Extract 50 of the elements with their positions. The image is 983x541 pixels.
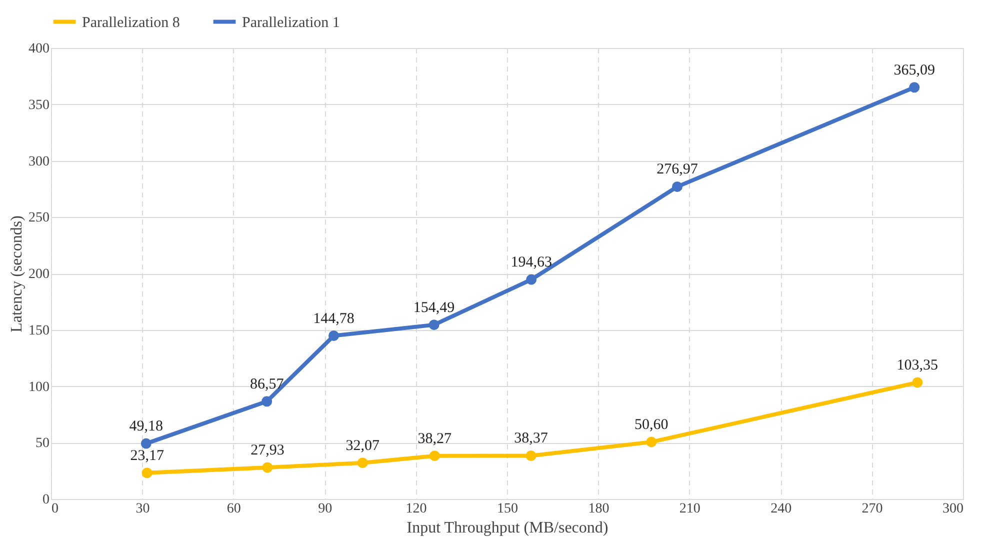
y-tick-label: 100 [28, 380, 50, 395]
x-axis-title: Input Throughput (MB/second) [406, 520, 608, 536]
y-tick-label: 250 [28, 210, 50, 226]
data-label: 38,37 [514, 430, 548, 447]
point [429, 450, 440, 462]
x-tick-label: 120 [406, 502, 427, 516]
x-tick-label: 150 [497, 502, 518, 516]
y-tick-label: 150 [28, 323, 50, 338]
x-tick-label: 60 [226, 502, 241, 516]
x-tick-label: 240 [770, 502, 792, 516]
point [140, 438, 152, 449]
y-tick-label: 50 [36, 436, 50, 452]
point [526, 274, 537, 285]
data-label: 194,63 [510, 254, 552, 271]
x-tick-label: 30 [136, 502, 150, 516]
y-tick-label: 350 [28, 98, 50, 113]
point [142, 468, 152, 478]
data-label: 86,57 [250, 376, 284, 392]
point [526, 450, 536, 461]
point [262, 396, 272, 407]
data-label: 365,09 [894, 62, 935, 78]
x-tick-label: 210 [679, 502, 700, 516]
data-label: 27,93 [250, 442, 284, 459]
data-label: 38,27 [418, 430, 452, 447]
data-label: 103,35 [896, 357, 938, 374]
y-tick-label: 300 [28, 154, 50, 170]
point [912, 377, 923, 388]
point [428, 320, 440, 330]
legend-label: Parallelization 1 [242, 14, 340, 31]
x-tick-label: 270 [862, 502, 883, 516]
y-tick-label: 400 [28, 42, 50, 56]
x-tick-label: 90 [318, 502, 332, 516]
legend-label: Parallelization 8 [82, 14, 180, 31]
data-label: 23,17 [130, 448, 164, 464]
y-axis-title: Latency (seconds) [8, 216, 26, 332]
point [672, 181, 682, 192]
x-tick-label: 300 [942, 502, 964, 516]
data-label: 154,49 [413, 300, 455, 316]
point [328, 330, 339, 341]
point [646, 436, 657, 448]
data-label: 144,78 [313, 310, 354, 327]
y-tick-label: 200 [28, 267, 50, 282]
data-label: 50,60 [634, 416, 668, 433]
point [262, 462, 273, 473]
data-label: 32,07 [346, 438, 380, 454]
data-label: 276,97 [656, 162, 698, 178]
data-label: 49,18 [129, 418, 164, 435]
point [357, 458, 368, 468]
x-tick-label: 180 [588, 502, 610, 516]
point [909, 82, 920, 93]
